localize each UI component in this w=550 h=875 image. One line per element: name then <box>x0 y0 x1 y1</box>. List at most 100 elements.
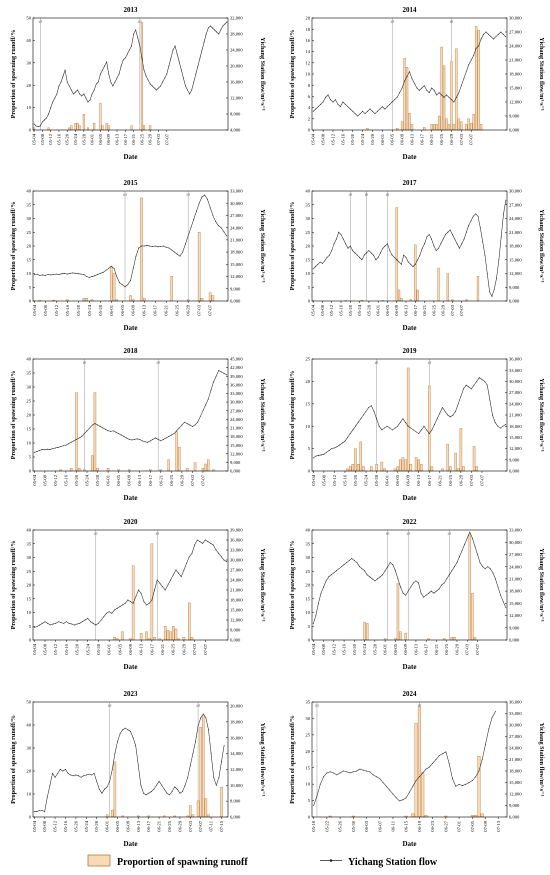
x-tick-label: 06-13 <box>404 304 409 315</box>
yichang-flow-point <box>91 774 92 776</box>
yichang-flow-point <box>465 71 467 73</box>
yichang-flow-point <box>157 438 159 440</box>
yichang-flow-point <box>362 110 364 112</box>
x-tick-label: 06-09 <box>400 133 405 144</box>
yichang-flow-point <box>315 108 317 110</box>
yichang-flow-point <box>399 422 401 423</box>
yichang-flow-point <box>382 247 384 249</box>
yichang-flow-point <box>458 783 460 785</box>
spawning-runoff-bar <box>468 533 472 641</box>
yichang-flow-point <box>222 25 224 27</box>
yichang-flow-point <box>156 784 157 786</box>
right-tick-label: 12,000 <box>509 613 522 619</box>
left-tick-label: 40 <box>26 357 31 362</box>
t0-label: t0 <box>123 192 126 197</box>
spawning-runoff-bar <box>208 292 212 302</box>
yichang-flow-point <box>188 556 190 558</box>
left-tick-label: 35 <box>305 700 310 705</box>
spawning-runoff-bar <box>450 637 454 641</box>
yichang-flow-point <box>108 611 110 613</box>
spawning-runoff-bar <box>77 468 81 472</box>
spawning-runoff-bar <box>220 786 223 818</box>
right-tick-label: 30,000 <box>230 201 243 207</box>
yichang-flow-point <box>102 69 103 71</box>
yichang-flow-point <box>44 810 46 812</box>
yichang-flow-point <box>366 770 367 772</box>
x-tick-label: 07-13 <box>496 820 501 831</box>
x-tick-label: 06-07 <box>377 820 382 831</box>
yichang-flow-point <box>326 772 328 774</box>
yichang-flow-point <box>168 65 170 67</box>
yichang-flow-point <box>224 23 226 25</box>
yichang-flow-point <box>135 255 137 257</box>
right-tick-label: 27,000 <box>509 390 522 396</box>
right-axis-title: Yichang Station flow/m³·s⁻¹ <box>538 37 545 111</box>
yichang-flow-point <box>333 572 335 574</box>
yichang-flow-point <box>438 92 440 94</box>
x-tick-label: 06-25 <box>439 133 444 144</box>
yichang-flow-point <box>379 108 381 110</box>
yichang-flow-point <box>386 243 388 245</box>
spawning-runoff-bar <box>460 121 463 131</box>
spawning-runoff-bar <box>140 22 143 131</box>
yichang-flow-point <box>397 578 399 580</box>
yichang-flow-point <box>164 77 166 79</box>
yichang-flow-point <box>184 421 185 423</box>
x-tick-label: 06-05 <box>390 133 395 144</box>
yichang-flow-point <box>173 251 175 253</box>
right-tick-label: 9,000 <box>509 457 520 463</box>
yichang-flow-point <box>81 621 83 623</box>
yichang-flow-point <box>340 234 342 235</box>
left-tick-label: 5 <box>29 624 32 629</box>
yichang-flow-point <box>207 398 209 400</box>
left-tick-label: 40 <box>26 528 31 533</box>
right-tick-label: 6,000 <box>230 469 241 475</box>
yichang-flow-point <box>102 272 104 273</box>
spawning-runoff-bar <box>363 621 366 641</box>
x-tick-label: 05-16 <box>342 643 347 654</box>
spawning-runoff-bar <box>149 125 152 131</box>
yichang-flow-point <box>465 231 467 233</box>
yichang-flow-point <box>493 289 495 290</box>
yichang-flow-point <box>119 733 121 735</box>
yichang-flow-point <box>39 624 41 626</box>
right-tick-label: 24,000 <box>509 746 522 752</box>
yichang-flow-point <box>70 441 72 443</box>
x-tick-label: 05-04 <box>32 474 37 485</box>
spawning-runoff-bar <box>113 761 117 818</box>
spawning-runoff-bar <box>196 800 200 818</box>
yichang-flow-point <box>165 437 167 439</box>
yichang-flow-point <box>398 261 400 263</box>
yichang-flow-point <box>180 576 182 578</box>
yichang-flow-point <box>85 97 87 99</box>
left-tick-label: 6 <box>308 94 311 99</box>
yichang-flow-point <box>326 257 328 258</box>
yichang-flow-point <box>317 263 319 265</box>
yichang-flow-point <box>163 788 165 790</box>
yichang-flow-point <box>497 425 499 427</box>
x-tick-label: 06-17 <box>123 133 128 144</box>
yichang-flow-point <box>197 421 199 423</box>
x-tick-label: 06-25 <box>169 474 174 485</box>
left-tick-label: 16 <box>305 38 310 43</box>
yichang-flow-point <box>452 778 453 780</box>
t0-label: t0 <box>94 531 97 536</box>
yichang-flow-point <box>393 257 395 258</box>
yichang-flow-point <box>475 213 477 215</box>
yichang-flow-point <box>443 582 445 584</box>
spawning-runoff-bar <box>356 464 360 472</box>
yichang-flow-point <box>380 252 381 254</box>
yichang-flow-point <box>62 770 64 772</box>
yichang-flow-point <box>36 274 38 275</box>
yichang-flow-point <box>315 266 316 268</box>
yichang-flow-point <box>112 85 114 87</box>
spawning-runoff-bar <box>70 125 73 131</box>
yichang-flow-point <box>73 440 75 442</box>
x-tick-label: 07-07 <box>198 820 203 831</box>
yichang-flow-point <box>468 386 470 388</box>
right-tick-label: 6,000 <box>509 469 520 475</box>
yichang-flow-point <box>410 586 412 588</box>
yichang-flow-point <box>160 245 162 247</box>
yichang-flow-point <box>104 788 105 790</box>
yichang-flow-point <box>471 537 473 539</box>
